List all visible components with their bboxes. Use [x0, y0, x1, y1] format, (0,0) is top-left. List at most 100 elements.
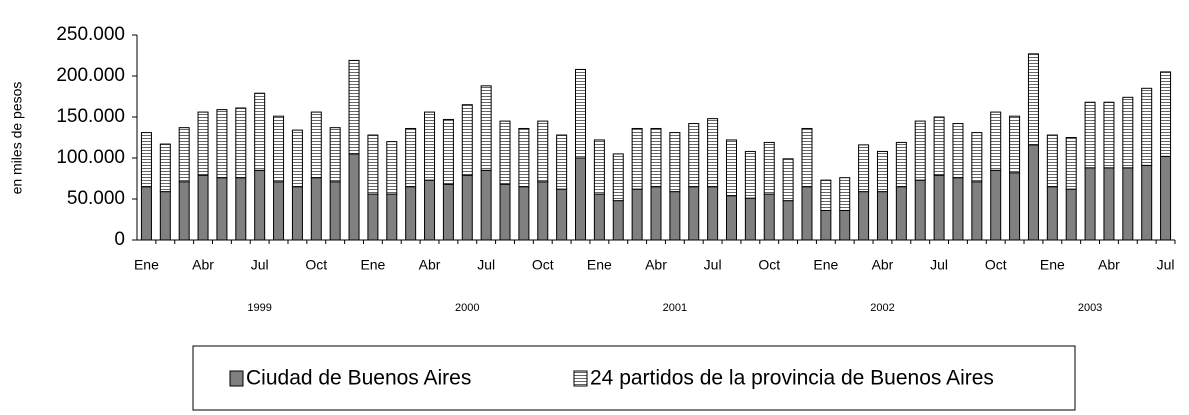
bar: [895, 186, 907, 241]
legend-box: [192, 345, 1076, 411]
bar: [537, 181, 549, 241]
x-tick-label: Abr: [645, 257, 667, 273]
bar: [386, 141, 398, 195]
x-tick-label: Abr: [872, 257, 894, 273]
bar: [367, 193, 379, 241]
bar: [631, 188, 643, 241]
bar: [197, 111, 209, 176]
bar: [763, 141, 775, 195]
bar: [159, 143, 171, 193]
x-tick-label: Jul: [477, 257, 495, 273]
bar: [952, 123, 964, 179]
bar: [1141, 164, 1153, 241]
bar: [424, 111, 436, 181]
bar: [1084, 101, 1096, 169]
bar: [725, 139, 737, 197]
x-tick-label: Jul: [930, 257, 948, 273]
bar: [990, 111, 1002, 171]
bar: [858, 144, 870, 193]
bar: [348, 59, 360, 155]
bar: [159, 191, 171, 241]
bar: [216, 109, 228, 179]
y-tick-label: 0: [114, 229, 125, 250]
bar: [914, 120, 926, 181]
bar: [310, 111, 322, 179]
bar: [1046, 186, 1058, 241]
bar: [650, 127, 662, 188]
bar: [556, 188, 568, 241]
x-tick-label: Abr: [1098, 257, 1120, 273]
x-tick-label: Ene: [360, 257, 385, 273]
bar: [914, 179, 926, 241]
bar: [499, 120, 511, 185]
bar: [386, 193, 398, 241]
bar: [858, 191, 870, 241]
bar: [140, 132, 152, 188]
x-tick-label: Ene: [1040, 257, 1065, 273]
bar: [593, 193, 605, 241]
bar: [235, 107, 247, 179]
bar: [1065, 188, 1077, 241]
x-tick-label: Oct: [985, 257, 1007, 273]
bar: [612, 200, 624, 241]
bar: [254, 92, 266, 171]
bar: [1122, 167, 1134, 241]
bar: [310, 177, 322, 241]
bar: [952, 177, 964, 241]
bar: [650, 186, 662, 241]
bar: [216, 177, 228, 241]
bar: [971, 181, 983, 241]
bar: [235, 177, 247, 241]
bar: [442, 118, 454, 185]
bar: [254, 169, 266, 241]
bar: [461, 104, 473, 176]
bar: [575, 157, 587, 241]
bar: [612, 153, 624, 202]
legend-swatch: [573, 370, 588, 387]
bar: [480, 85, 492, 171]
bar: [1141, 87, 1153, 166]
bar: [140, 186, 152, 241]
bar: [725, 195, 737, 241]
x-tick-label: Abr: [192, 257, 214, 273]
y-tick-label: 200.000: [56, 65, 125, 86]
bar: [820, 209, 832, 241]
year-label: 2003: [1078, 302, 1102, 314]
bar: [839, 209, 851, 241]
bar: [669, 191, 681, 241]
bar: [499, 183, 511, 241]
bar: [669, 132, 681, 193]
bar: [593, 139, 605, 195]
x-tick-label: Oct: [532, 257, 554, 273]
year-label: 2001: [663, 302, 687, 314]
bar: [1122, 96, 1134, 169]
bar: [1046, 134, 1058, 188]
bar: [744, 197, 756, 241]
bar: [424, 179, 436, 241]
bar: [876, 191, 888, 241]
bar: [631, 127, 643, 190]
bar: [895, 141, 907, 188]
bar: [876, 150, 888, 193]
x-tick-label: Ene: [134, 257, 159, 273]
bar: [405, 127, 417, 188]
bar: [1160, 71, 1172, 157]
bar: [273, 181, 285, 241]
bar: [329, 181, 341, 241]
x-tick-label: Oct: [758, 257, 780, 273]
bar: [707, 118, 719, 188]
y-axis-label: en miles de pesos: [9, 82, 25, 195]
year-label: 2002: [870, 302, 894, 314]
bar: [461, 174, 473, 241]
bar: [688, 186, 700, 241]
bar: [518, 127, 530, 188]
x-tick-label: Ene: [587, 257, 612, 273]
bar: [178, 181, 190, 241]
y-tick-label: 150.000: [56, 106, 125, 127]
x-tick-label: Jul: [251, 257, 269, 273]
bar: [273, 115, 285, 183]
year-label: 2000: [455, 302, 479, 314]
bar: [1009, 115, 1021, 174]
bar: [197, 174, 209, 241]
